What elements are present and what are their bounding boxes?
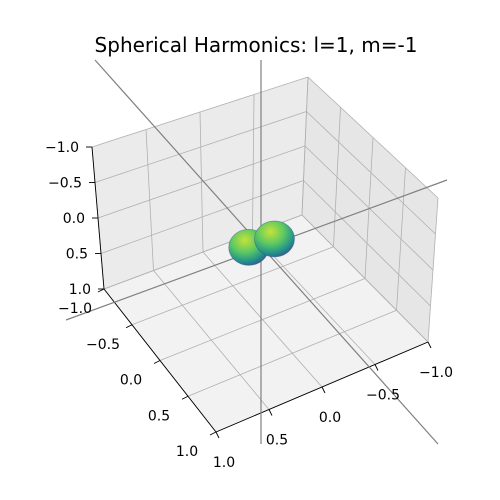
grid-floor-y bbox=[301, 214, 429, 343]
x-tick bbox=[153, 360, 161, 364]
grid-floor-x bbox=[187, 309, 397, 397]
grid-left-z bbox=[91, 76, 309, 148]
y-tick bbox=[215, 431, 220, 439]
tick-marks bbox=[86, 146, 432, 439]
grid-left-y bbox=[301, 76, 309, 216]
y-tick bbox=[427, 341, 432, 349]
z-tick-label: −0.5 bbox=[48, 176, 82, 192]
y-tick bbox=[321, 386, 326, 394]
x-tick bbox=[209, 431, 217, 436]
y-tick-label: −0.5 bbox=[366, 388, 400, 404]
y-tick bbox=[374, 364, 379, 371]
x-tick-label: 0.5 bbox=[148, 408, 170, 424]
grid-left-y bbox=[252, 94, 255, 234]
grid-left-z bbox=[94, 111, 307, 183]
x-tick-label: 0.0 bbox=[120, 373, 142, 389]
z-tick-label: 1.0 bbox=[69, 282, 91, 298]
tick-labels: −1.0 −0.5 0.0 0.5 1.0 −1.0 −0.5 0.0 0.5 1.0 −1.0 −0… bbox=[45, 140, 453, 471]
x-tick-label: −0.5 bbox=[86, 337, 120, 353]
harmonic-surface bbox=[228, 220, 295, 266]
x-tick bbox=[125, 324, 133, 329]
grid-right-z bbox=[307, 76, 439, 199]
x-tick-label: −1.0 bbox=[58, 301, 92, 317]
grid-right-z bbox=[304, 145, 434, 271]
lobe-2 bbox=[254, 220, 295, 258]
x-tick bbox=[97, 288, 105, 293]
z-tick-label: −1.0 bbox=[45, 140, 79, 156]
grid-left-z bbox=[97, 145, 306, 219]
grid-right-x bbox=[396, 167, 406, 311]
y-tick bbox=[268, 409, 273, 416]
z-tick-label: 0.0 bbox=[63, 211, 85, 227]
z-tick-label: 0.5 bbox=[66, 247, 88, 263]
grid-right-z bbox=[306, 111, 436, 235]
grid-right-x bbox=[427, 197, 439, 343]
x-tick-label: 1.0 bbox=[176, 444, 198, 460]
grid-floor-y bbox=[202, 251, 323, 388]
y-tick-label: 1.0 bbox=[213, 455, 235, 471]
y-tick-label: 0.5 bbox=[266, 433, 288, 449]
x-tick bbox=[181, 395, 189, 400]
y-tick-label: 0.0 bbox=[319, 410, 341, 426]
y-tick-label: −1.0 bbox=[419, 365, 453, 381]
chart-title: Spherical Harmonics: l=1, m=-1 bbox=[95, 33, 418, 57]
